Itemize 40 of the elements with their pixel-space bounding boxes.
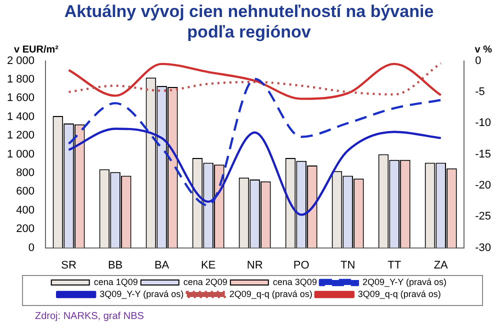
y-tick-label: 2 000 <box>6 54 35 67</box>
y-tick-label: 1 400 <box>6 110 35 123</box>
x-tick-label: PO <box>293 259 310 272</box>
x-tick-label: ZA <box>434 259 449 272</box>
legend-label: 3Q09_q-q (pravá os) <box>358 288 441 299</box>
y-tick-label: 1 000 <box>6 148 35 160</box>
y2-tick-label: -15 <box>475 148 492 160</box>
y2-tick-label: -5 <box>475 86 485 98</box>
y2-tick-label: -25 <box>475 210 492 223</box>
y2-tick-label: -30 <box>475 242 492 254</box>
text: Zdroj: NARKS, graf NBS <box>35 310 144 322</box>
x-tick-label: BB <box>108 259 123 272</box>
legend-label: cena 3Q09 <box>272 276 317 287</box>
legend-label: 2Q09_Y-Y (pravá os) <box>362 276 447 287</box>
line-series <box>68 78 442 207</box>
y2-tick-label: -10 <box>475 117 492 130</box>
y-tick-label: 200 <box>16 223 35 236</box>
x-tick-label: NR <box>246 259 263 272</box>
y2-axis-title: v % <box>474 44 492 56</box>
legend-label: 2Q09_q-q (pravá os) <box>229 288 312 299</box>
x-tick-label: KE <box>200 259 216 272</box>
y-tick-label: 800 <box>16 167 35 180</box>
line-series <box>68 128 442 216</box>
y-tick-label: 400 <box>16 204 35 216</box>
y-tick-label: 600 <box>16 186 35 198</box>
legend-label: cena 2Q09 <box>183 276 228 287</box>
x-tick-label: TT <box>388 259 402 272</box>
y-tick-label: 1 600 <box>6 92 35 104</box>
y2-tick-label: 0 <box>475 54 482 67</box>
x-tick-label: TN <box>340 259 356 272</box>
chart-title: Aktuálny vývoj cien nehnuteľností na bývanie podľa regiónov <box>64 2 434 42</box>
y2-tick-label: -20 <box>475 180 492 192</box>
x-tick-label: BA <box>154 259 170 272</box>
y-tick-label: 1 200 <box>6 130 35 142</box>
y-tick-label: 1 800 <box>6 74 35 86</box>
x-tick-label: SR <box>61 259 76 272</box>
y-tick-label: 0 <box>28 242 35 254</box>
legend-label: cena 1Q09 <box>94 276 138 287</box>
legend-label: 3Q09_Y-Y (pravá os) <box>100 288 184 299</box>
y-axis-title: v EUR/m² <box>14 44 60 56</box>
